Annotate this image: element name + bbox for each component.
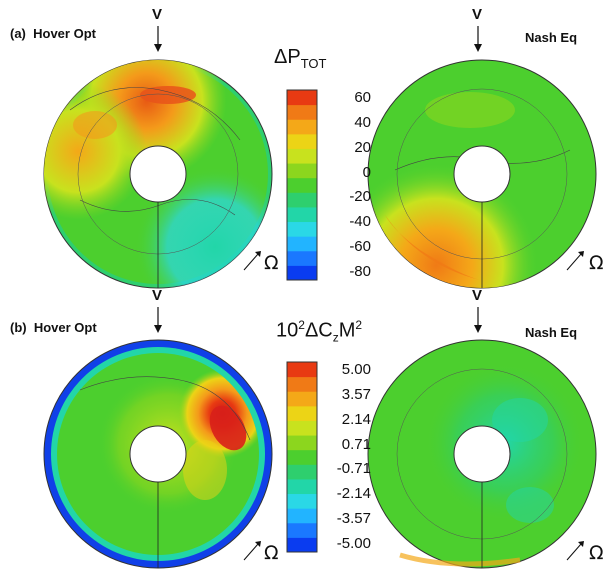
- rotation-arrow-b-right: [566, 541, 584, 561]
- colorbar-swatch: [287, 508, 317, 524]
- colorbar-swatch: [287, 104, 317, 120]
- velocity-arrow-a-left: [154, 26, 162, 52]
- velocity-label-a-right: V: [472, 6, 483, 23]
- panel-a-right-title: Nash Eq: [525, 30, 578, 45]
- panel-b-row-label: (b): [10, 320, 27, 335]
- colorbar-swatch: [287, 478, 317, 495]
- colorbar-swatch: [287, 221, 317, 237]
- colorbar-a-title-sub: TOT: [300, 56, 327, 71]
- colorbar-tick-label: 3.57: [341, 385, 371, 403]
- panel-a-row-label: (a): [10, 26, 26, 41]
- colorbar-b-title: 102ΔCzM2: [276, 318, 362, 345]
- colorbar-b: [286, 361, 318, 553]
- colorbar-frame: [286, 361, 318, 553]
- colorbar-tick-label: 0.71: [341, 435, 371, 453]
- colorbar-tick-label: 20: [354, 138, 371, 156]
- rotation-arrow-a-left: [243, 251, 261, 271]
- omega-label-a-right: Ω: [589, 252, 604, 274]
- colorbar-tick-label: -80: [349, 263, 371, 280]
- colorbar-swatch: [287, 250, 317, 266]
- colorbar-swatch: [287, 265, 317, 281]
- colorbar-tick-label: -20: [349, 188, 371, 206]
- colorbar-swatch: [287, 391, 317, 407]
- colorbar-b-title-part3: z: [332, 330, 339, 345]
- colorbar-tick-label: -3.57: [336, 510, 371, 528]
- panel-b-header: (b) Hover Opt: [10, 320, 97, 335]
- colorbar-swatch: [287, 177, 317, 193]
- colorbar-tick-label: 0: [362, 163, 371, 181]
- colorbar-b-title-part4: M: [338, 319, 356, 342]
- colorbar-a-title-main: ΔP: [274, 46, 301, 68]
- colorbar-tick-label: -5.00: [336, 535, 371, 552]
- colorbar-a-title: ΔPTOT: [274, 46, 326, 71]
- colorbar-b-title-part1: 2: [298, 318, 305, 332]
- colorbar-b-title-part0: 10: [276, 319, 299, 342]
- panel-b-left-title: Hover Opt: [33, 320, 97, 335]
- colorbar-tick-label: 2.14: [341, 410, 371, 428]
- colorbar-swatch: [287, 420, 317, 436]
- colorbar-tick-label: -2.14: [336, 485, 371, 503]
- rotation-arrow-b-left: [243, 541, 261, 561]
- colorbar-swatch: [287, 464, 317, 480]
- velocity-arrow-b-left: [154, 307, 162, 333]
- panel-b-right-title: Nash Eq: [525, 325, 578, 340]
- colorbar-swatch: [287, 119, 317, 135]
- colorbar-swatch: [287, 163, 317, 179]
- colorbar-swatch: [287, 537, 317, 553]
- velocity-label-b-left: V: [152, 287, 163, 304]
- panel-a-left-title: Hover Opt: [33, 26, 96, 41]
- rotation-arrow-a-right: [566, 251, 584, 271]
- colorbar-b-title-part5: 2: [355, 318, 363, 332]
- omega-label-b-left: Ω: [264, 542, 279, 564]
- colorbar-tick-label: -60: [349, 238, 371, 256]
- colorbar-swatch: [287, 148, 317, 164]
- colorbar-swatch: [287, 376, 317, 392]
- colorbar-a: [286, 89, 318, 281]
- colorbar-swatch: [287, 493, 317, 509]
- colorbar-tick-label: -0.71: [336, 460, 371, 478]
- colorbar-swatch: [287, 133, 317, 149]
- panel-a-header: (a) Hover Opt: [10, 26, 96, 41]
- colorbar-swatch: [287, 206, 317, 223]
- colorbar-swatch: [287, 362, 317, 378]
- colorbar-frame: [286, 89, 318, 281]
- colorbar-tick-label: -40: [349, 213, 371, 231]
- velocity-arrow-b-right: [474, 307, 482, 333]
- disk-b-nash-eq: [367, 339, 597, 569]
- omega-label-b-right: Ω: [589, 542, 604, 564]
- colorbar-swatch: [287, 236, 317, 252]
- colorbar-swatch: [287, 90, 317, 106]
- colorbar-swatch: [287, 435, 317, 451]
- colorbar-tick-label: 60: [354, 89, 371, 106]
- disk-b-hover-opt: [43, 339, 273, 569]
- colorbar-swatch: [287, 449, 317, 465]
- colorbar-tick-label: 5.00: [341, 361, 371, 378]
- colorbar-b-title-part2: ΔC: [304, 319, 333, 342]
- colorbar-swatch: [287, 522, 317, 538]
- colorbar-swatch: [287, 192, 317, 208]
- colorbar-tick-label: 40: [354, 113, 371, 131]
- omega-label-a-left: Ω: [264, 252, 279, 274]
- velocity-label-a-left: V: [152, 6, 163, 23]
- disk-a-hover-opt: [43, 59, 273, 289]
- velocity-label-b-right: V: [472, 287, 483, 304]
- colorbar-swatch: [287, 405, 317, 421]
- disk-a-nash-eq: [367, 59, 597, 289]
- velocity-arrow-a-right: [474, 26, 482, 52]
